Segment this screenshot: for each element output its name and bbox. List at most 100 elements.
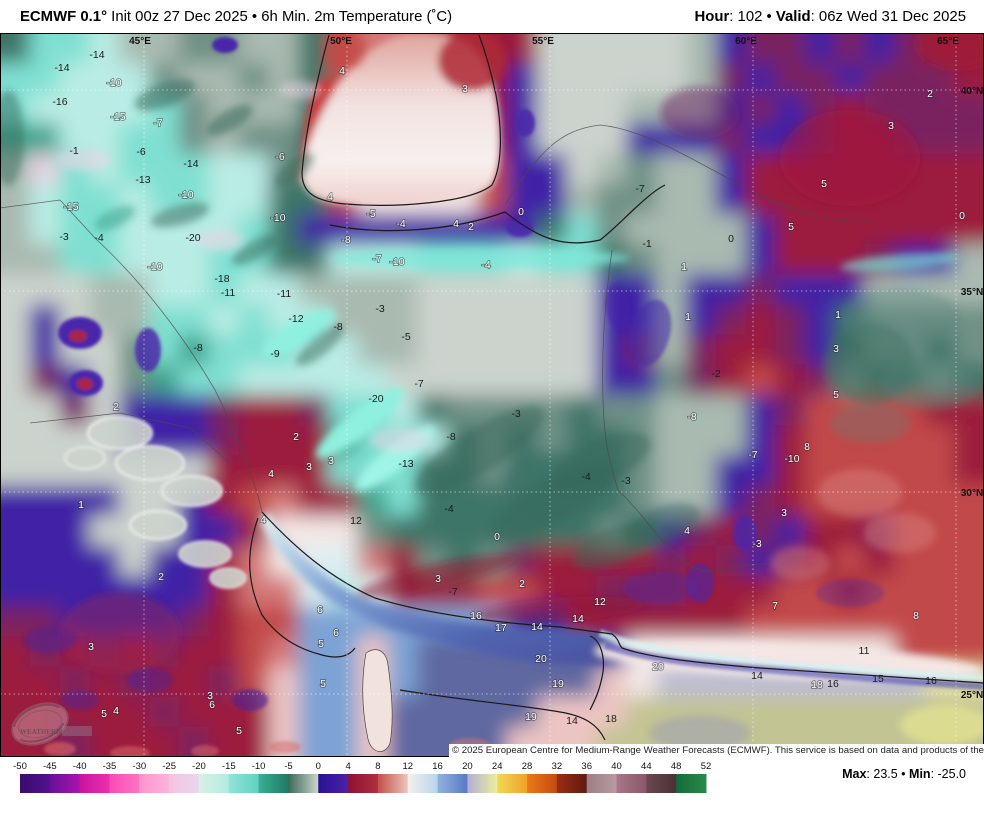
svg-text:20: 20 [462,761,473,772]
svg-text:44: 44 [641,761,652,772]
svg-text:-7: -7 [414,378,423,390]
svg-text:-13: -13 [135,174,150,186]
svg-text:7: 7 [772,600,778,612]
svg-text:-11: -11 [221,287,236,299]
svg-text:24: 24 [492,761,503,772]
svg-text:5: 5 [236,725,242,737]
svg-text:-4: -4 [481,259,490,271]
svg-text:-15: -15 [222,761,236,772]
svg-text:3: 3 [207,690,213,702]
svg-text:-2: -2 [711,368,720,380]
svg-text:-9: -9 [270,348,279,360]
svg-text:40: 40 [611,761,622,772]
svg-text:2: 2 [468,221,474,233]
svg-text:12: 12 [402,761,413,772]
svg-text:16: 16 [925,675,937,687]
svg-text:-6: -6 [136,146,145,158]
svg-text:14: 14 [572,613,584,625]
svg-text:16: 16 [470,610,482,622]
svg-text:-6: -6 [275,151,284,163]
svg-text:-10: -10 [252,761,266,772]
svg-text:3: 3 [781,507,787,519]
svg-text:32: 32 [552,761,563,772]
svg-text:6: 6 [209,699,215,711]
svg-text:-10: -10 [389,256,404,268]
svg-text:8: 8 [913,610,919,622]
svg-text:17: 17 [495,622,507,634]
svg-text:-20: -20 [368,393,383,405]
svg-text:-10: -10 [270,212,285,224]
svg-text:-18: -18 [214,273,229,285]
svg-text:3: 3 [328,455,334,467]
svg-text:-8: -8 [193,342,202,354]
svg-text:-4: -4 [444,503,453,515]
svg-text:3: 3 [462,83,468,95]
svg-text:-5: -5 [401,331,410,343]
svg-text:25°N: 25°N [961,690,983,701]
svg-text:3: 3 [435,573,441,585]
svg-text:-25: -25 [162,761,176,772]
svg-text:-13: -13 [398,458,413,470]
svg-text:19: 19 [525,711,537,723]
svg-text:30°N: 30°N [961,488,983,499]
svg-text:1: 1 [681,261,687,273]
svg-text:16: 16 [827,678,839,690]
svg-text:2: 2 [293,431,299,443]
svg-text:2: 2 [158,571,164,583]
svg-text:0: 0 [518,206,524,218]
svg-text:1: 1 [78,499,84,511]
svg-text:2: 2 [927,88,933,100]
svg-text:11: 11 [859,645,870,657]
svg-text:-3: -3 [752,538,761,550]
svg-text:8: 8 [375,761,380,772]
svg-text:20: 20 [652,661,664,673]
svg-text:60°E: 60°E [735,36,757,47]
svg-text:8: 8 [804,441,810,453]
svg-text:-10: -10 [147,261,162,273]
svg-text:5: 5 [833,389,839,401]
svg-text:-12: -12 [288,313,303,325]
svg-text:-3: -3 [511,408,520,420]
svg-text:1: 1 [685,311,691,323]
svg-text:-10: -10 [784,453,799,465]
svg-text:15: 15 [872,673,884,685]
svg-text:4: 4 [345,761,350,772]
svg-text:-4: -4 [396,218,405,230]
svg-text:12: 12 [594,596,606,608]
svg-text:4: 4 [113,705,119,717]
svg-text:3: 3 [888,120,894,132]
svg-text:-1: -1 [69,145,78,157]
svg-text:0: 0 [494,531,500,543]
svg-text:14: 14 [531,621,543,633]
svg-text:-7: -7 [448,586,457,598]
svg-text:28: 28 [522,761,533,772]
svg-text:-14: -14 [89,49,104,61]
svg-text:0: 0 [959,210,965,222]
svg-text:5: 5 [788,221,794,233]
svg-text:4: 4 [453,218,459,230]
svg-text:-45: -45 [43,761,57,772]
svg-text:35°N: 35°N [961,287,983,298]
svg-text:3: 3 [306,461,312,473]
svg-text:-5: -5 [284,761,292,772]
svg-text:0: 0 [728,233,734,245]
svg-text:45°E: 45°E [129,36,151,47]
svg-text:6: 6 [317,604,323,616]
svg-text:-4: -4 [581,471,590,483]
svg-text:-15: -15 [63,201,78,213]
svg-text:2: 2 [113,401,119,413]
svg-text:18: 18 [605,713,617,725]
svg-text:-15: -15 [110,111,125,123]
svg-text:40°N: 40°N [961,86,983,97]
svg-text:-10: -10 [106,77,121,89]
svg-text:5: 5 [318,638,324,650]
svg-text:18: 18 [811,679,823,691]
svg-text:-8: -8 [446,431,455,443]
svg-text:1: 1 [835,309,841,321]
svg-text:-1: -1 [642,238,651,250]
svg-text:-14: -14 [183,158,198,170]
svg-text:-10: -10 [178,189,193,201]
svg-text:14: 14 [566,715,578,727]
svg-text:-7: -7 [372,253,381,265]
svg-text:65°E: 65°E [937,36,959,47]
